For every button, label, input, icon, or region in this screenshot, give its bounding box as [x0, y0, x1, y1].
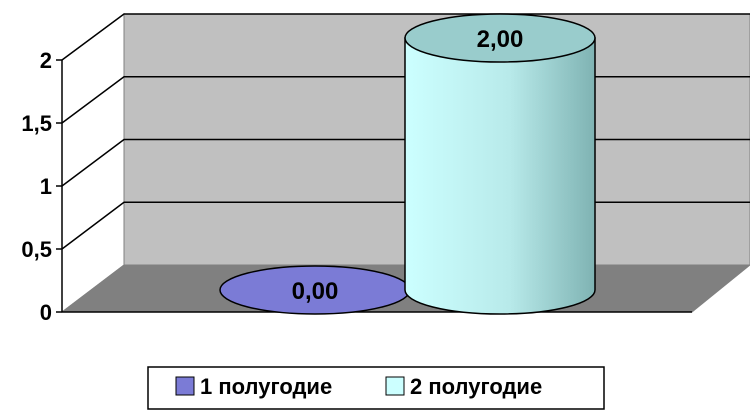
- legend-swatch-series-2: [386, 377, 404, 395]
- y-tick-label: 0,5: [21, 237, 52, 262]
- data-label-series-2: 2,00: [477, 26, 524, 53]
- legend-swatch-series-1: [176, 377, 194, 395]
- legend: 1 полугодие 2 полугодие: [148, 367, 604, 409]
- y-tick-labels: 0 0,5 1 1,5 2: [21, 48, 62, 325]
- y-tick-label: 0: [40, 300, 52, 325]
- data-label-series-1: 0,00: [292, 278, 339, 305]
- y-tick-label: 2: [40, 48, 52, 73]
- cylinder-body-series-2: [405, 38, 595, 314]
- legend-label-series-2: 2 полугодие: [410, 374, 542, 399]
- legend-label-series-1: 1 полугодие: [200, 374, 332, 399]
- y-tick-label: 1,5: [21, 111, 52, 136]
- y-tick-label: 1: [40, 174, 52, 199]
